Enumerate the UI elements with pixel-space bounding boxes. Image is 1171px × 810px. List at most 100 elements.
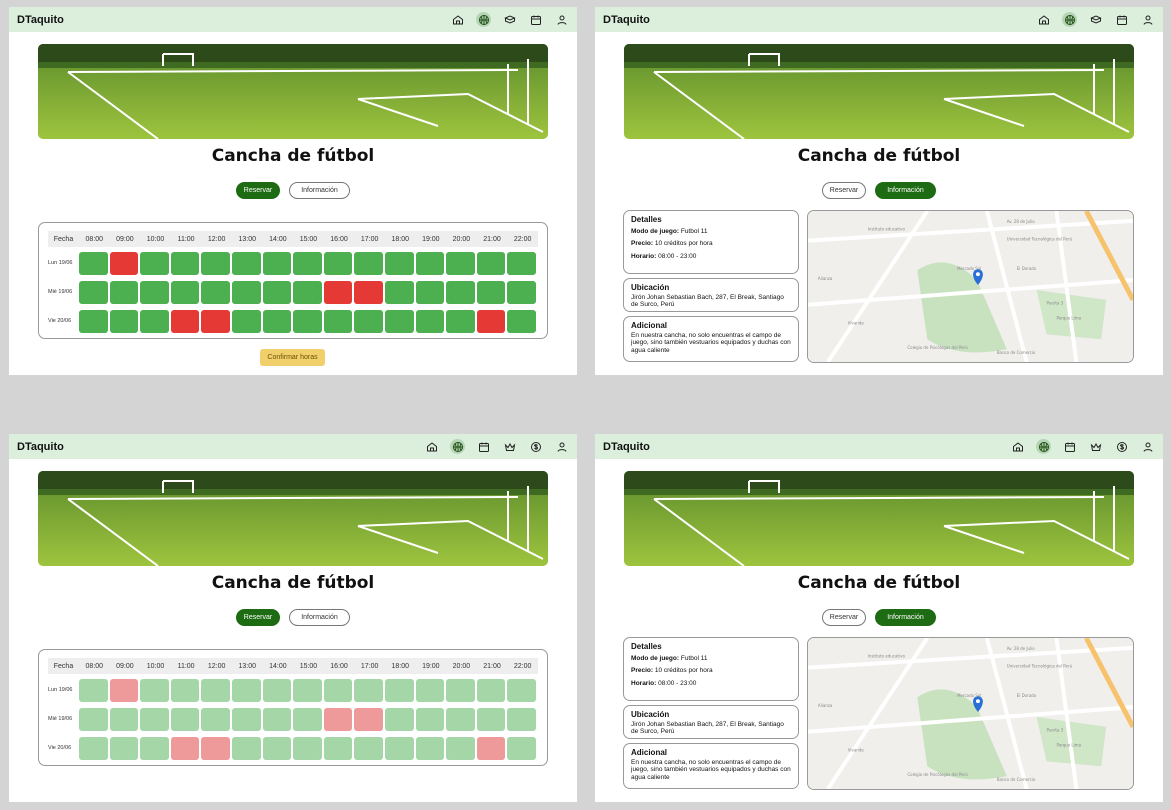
slot-free[interactable]: [476, 707, 506, 731]
slot-free[interactable]: [446, 678, 475, 702]
slot-free[interactable]: [79, 736, 108, 760]
slot-free[interactable]: [476, 251, 506, 275]
slot-free[interactable]: [79, 280, 108, 304]
brand-logo[interactable]: DTaquito: [17, 13, 64, 26]
home-icon[interactable]: [1036, 12, 1051, 27]
calendar-icon[interactable]: [1062, 439, 1077, 454]
slot-free[interactable]: [446, 280, 475, 304]
slot-free[interactable]: [201, 280, 230, 304]
slot-busy[interactable]: [354, 280, 383, 304]
tab-reservar[interactable]: Reservar: [822, 609, 866, 626]
slot-free[interactable]: [323, 736, 353, 760]
slot-free[interactable]: [140, 678, 169, 702]
tab-reservar[interactable]: Reservar: [236, 609, 280, 626]
tab-informacion[interactable]: Información: [289, 609, 350, 626]
slot-free[interactable]: [384, 280, 414, 304]
ticket-icon[interactable]: [502, 12, 517, 27]
slot-busy[interactable]: [170, 736, 200, 760]
tab-informacion[interactable]: Información: [289, 182, 350, 199]
slot-free[interactable]: [446, 309, 475, 333]
slot-free[interactable]: [323, 678, 353, 702]
slot-free[interactable]: [140, 309, 169, 333]
slot-free[interactable]: [354, 251, 383, 275]
confirm-hours-button[interactable]: Confirmar horas: [260, 349, 325, 366]
slot-free[interactable]: [79, 309, 108, 333]
slot-free[interactable]: [507, 280, 536, 304]
slot-free[interactable]: [262, 309, 292, 333]
slot-busy[interactable]: [323, 707, 353, 731]
user-icon[interactable]: [554, 12, 569, 27]
slot-busy[interactable]: [354, 707, 383, 731]
slot-free[interactable]: [231, 678, 261, 702]
slot-free[interactable]: [109, 736, 139, 760]
slot-free[interactable]: [140, 280, 169, 304]
brand-logo[interactable]: DTaquito: [603, 440, 650, 453]
slot-free[interactable]: [446, 251, 475, 275]
crown-icon[interactable]: [502, 439, 517, 454]
slot-free[interactable]: [201, 678, 230, 702]
slot-busy[interactable]: [109, 251, 139, 275]
slot-free[interactable]: [293, 678, 322, 702]
calendar-icon[interactable]: [476, 439, 491, 454]
brand-logo[interactable]: DTaquito: [17, 440, 64, 453]
slot-free[interactable]: [476, 280, 506, 304]
crown-icon[interactable]: [1088, 439, 1103, 454]
slot-free[interactable]: [201, 707, 230, 731]
slot-free[interactable]: [170, 251, 200, 275]
slot-free[interactable]: [262, 251, 292, 275]
slot-free[interactable]: [262, 736, 292, 760]
slot-free[interactable]: [354, 736, 383, 760]
slot-free[interactable]: [384, 309, 414, 333]
slot-free[interactable]: [262, 707, 292, 731]
slot-free[interactable]: [446, 707, 475, 731]
slot-free[interactable]: [384, 707, 414, 731]
slot-free[interactable]: [476, 678, 506, 702]
tab-reservar[interactable]: Reservar: [236, 182, 280, 199]
slot-busy[interactable]: [476, 736, 506, 760]
slot-free[interactable]: [446, 736, 475, 760]
slot-free[interactable]: [262, 280, 292, 304]
slot-busy[interactable]: [201, 736, 230, 760]
user-icon[interactable]: [1140, 12, 1155, 27]
slot-free[interactable]: [293, 707, 322, 731]
slot-free[interactable]: [507, 309, 536, 333]
slot-free[interactable]: [79, 707, 108, 731]
slot-free[interactable]: [323, 251, 353, 275]
slot-free[interactable]: [354, 309, 383, 333]
slot-busy[interactable]: [170, 309, 200, 333]
slot-free[interactable]: [170, 678, 200, 702]
slot-free[interactable]: [170, 707, 200, 731]
slot-free[interactable]: [293, 309, 322, 333]
slot-free[interactable]: [231, 309, 261, 333]
slot-free[interactable]: [201, 251, 230, 275]
slot-free[interactable]: [293, 251, 322, 275]
ticket-icon[interactable]: [1088, 12, 1103, 27]
slot-free[interactable]: [231, 736, 261, 760]
slot-free[interactable]: [384, 736, 414, 760]
dollar-icon[interactable]: [528, 439, 543, 454]
home-icon[interactable]: [424, 439, 439, 454]
tab-informacion[interactable]: Información: [875, 609, 936, 626]
brand-logo[interactable]: DTaquito: [603, 13, 650, 26]
slot-free[interactable]: [293, 736, 322, 760]
ball-icon[interactable]: [1036, 439, 1051, 454]
slot-free[interactable]: [415, 251, 445, 275]
slot-free[interactable]: [415, 678, 445, 702]
home-icon[interactable]: [450, 12, 465, 27]
slot-free[interactable]: [109, 707, 139, 731]
slot-free[interactable]: [415, 707, 445, 731]
slot-free[interactable]: [231, 707, 261, 731]
user-icon[interactable]: [1140, 439, 1155, 454]
slot-busy[interactable]: [201, 309, 230, 333]
slot-free[interactable]: [140, 707, 169, 731]
slot-free[interactable]: [415, 309, 445, 333]
slot-free[interactable]: [231, 251, 261, 275]
slot-free[interactable]: [79, 678, 108, 702]
location-map[interactable]: Av. 28 de Julio Instituto educativo Univer…: [807, 637, 1134, 790]
slot-busy[interactable]: [476, 309, 506, 333]
user-icon[interactable]: [554, 439, 569, 454]
ball-icon[interactable]: [476, 12, 491, 27]
slot-free[interactable]: [415, 736, 445, 760]
slot-free[interactable]: [507, 736, 536, 760]
slot-free[interactable]: [354, 678, 383, 702]
